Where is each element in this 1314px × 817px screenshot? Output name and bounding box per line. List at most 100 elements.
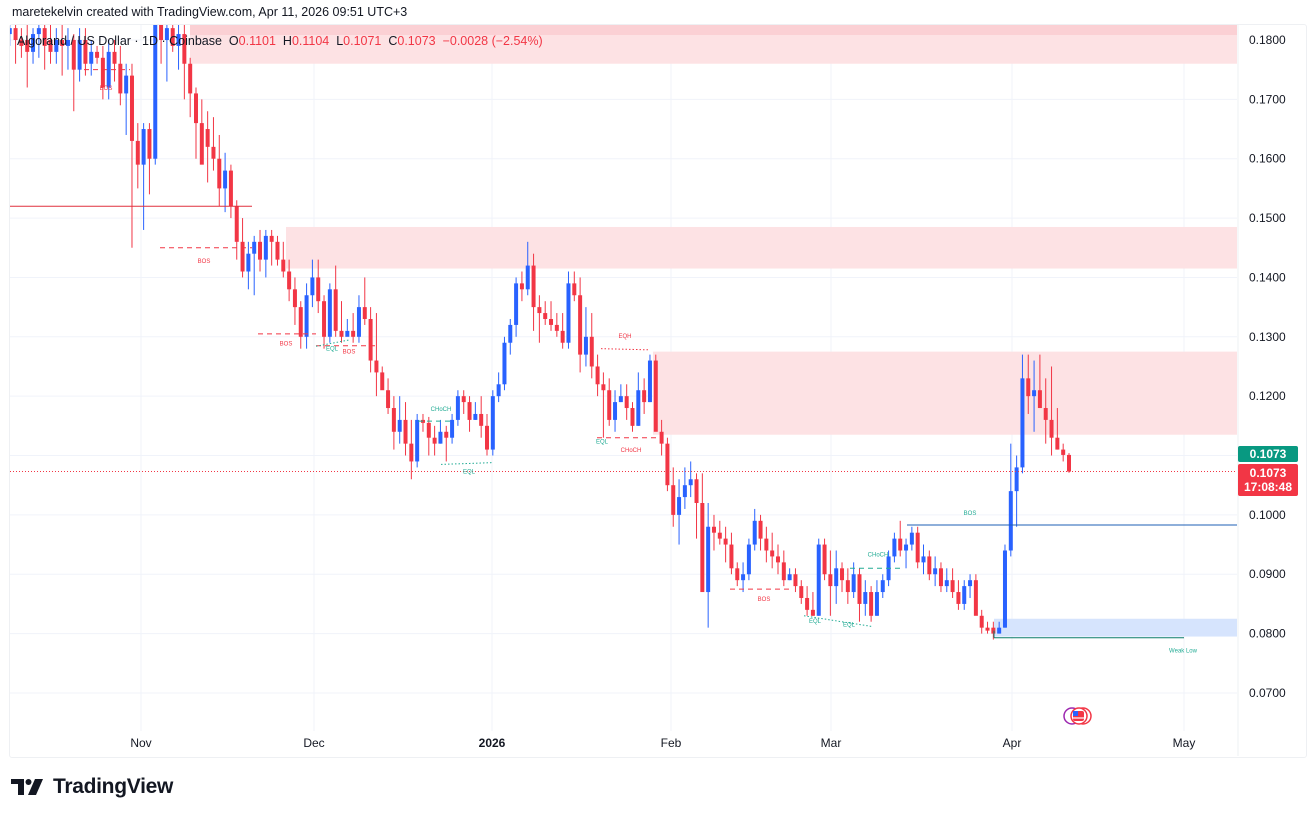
candle bbox=[909, 532, 914, 545]
candle bbox=[549, 318, 554, 325]
candle bbox=[71, 40, 76, 70]
candle bbox=[968, 580, 973, 587]
candle bbox=[985, 627, 990, 631]
candle bbox=[671, 485, 676, 515]
candle bbox=[1008, 491, 1013, 551]
candle bbox=[112, 51, 117, 64]
candle bbox=[339, 330, 344, 337]
candle bbox=[991, 627, 996, 634]
supply-zone bbox=[286, 226, 1237, 269]
candle bbox=[950, 580, 955, 593]
candle bbox=[1061, 449, 1066, 455]
candle bbox=[502, 342, 507, 385]
low-value: 0.1071 bbox=[343, 34, 382, 48]
close-value: 0.1073 bbox=[397, 34, 436, 48]
candle bbox=[100, 57, 105, 88]
supply-zone bbox=[653, 351, 1237, 435]
symbol-legend: Algorand / US Dollar · 1D · Coinbase O 0.… bbox=[17, 34, 543, 48]
price-axis-label: 0.1600 bbox=[1249, 152, 1286, 166]
candle bbox=[65, 40, 70, 46]
candle bbox=[944, 580, 949, 587]
time-axis-label: Nov bbox=[130, 736, 151, 750]
chart-credit: maretekelvin created with TradingView.co… bbox=[12, 5, 408, 19]
open-label: O bbox=[228, 34, 239, 48]
candle bbox=[2, 22, 6, 34]
candle bbox=[1014, 467, 1019, 492]
candle bbox=[1055, 437, 1060, 450]
candle bbox=[514, 283, 519, 325]
candle bbox=[933, 568, 938, 575]
candle bbox=[362, 307, 367, 319]
candle bbox=[764, 538, 769, 551]
smc-label: EQL bbox=[463, 469, 476, 475]
candle bbox=[1026, 378, 1031, 397]
candle bbox=[892, 538, 897, 557]
time-axis-label: 2026 bbox=[479, 736, 506, 750]
candle bbox=[601, 384, 606, 391]
candle bbox=[345, 330, 350, 337]
time-axis-label: Dec bbox=[303, 736, 324, 750]
candle bbox=[485, 425, 489, 450]
candle bbox=[1002, 550, 1007, 628]
candle bbox=[1037, 390, 1042, 409]
candle bbox=[869, 592, 874, 616]
candle bbox=[432, 437, 437, 444]
candle bbox=[624, 396, 629, 409]
economic-events-icon[interactable] bbox=[1063, 707, 1092, 725]
candle bbox=[781, 562, 786, 581]
candle bbox=[176, 34, 181, 46]
change-value: −0.0028 (−2.54%) bbox=[442, 34, 543, 48]
tradingview-logo[interactable]: TradingView bbox=[11, 775, 173, 799]
smc-label: EQL bbox=[809, 619, 822, 625]
candle bbox=[496, 384, 501, 397]
candle bbox=[997, 627, 1002, 634]
candle bbox=[397, 419, 402, 432]
candle bbox=[252, 241, 257, 254]
candle bbox=[636, 390, 641, 426]
smc-label: BOS bbox=[280, 342, 293, 348]
candle bbox=[560, 330, 565, 343]
candle bbox=[770, 550, 775, 557]
candle bbox=[170, 28, 175, 46]
candle bbox=[292, 289, 297, 308]
candle bbox=[799, 586, 804, 598]
candle bbox=[793, 574, 798, 587]
candle bbox=[298, 307, 303, 337]
price-axis-label: 0.0700 bbox=[1249, 686, 1286, 700]
price-axis-label: 0.1200 bbox=[1249, 389, 1286, 403]
smc-label: BOS bbox=[100, 86, 113, 92]
candle bbox=[665, 443, 670, 486]
candle bbox=[223, 170, 228, 189]
candle bbox=[682, 485, 687, 498]
candle bbox=[717, 532, 722, 539]
candle bbox=[60, 40, 65, 46]
candle bbox=[904, 544, 909, 551]
candle bbox=[461, 396, 466, 403]
candle bbox=[956, 592, 961, 604]
candle bbox=[327, 289, 332, 337]
candle bbox=[287, 271, 292, 290]
candle bbox=[880, 580, 885, 593]
candle bbox=[741, 574, 746, 581]
supply-zone bbox=[190, 31, 1237, 64]
candle bbox=[543, 313, 548, 319]
candle bbox=[1067, 454, 1071, 472]
candle bbox=[246, 253, 251, 272]
time-axis-label: Feb bbox=[661, 736, 682, 750]
price-axis-label: 0.0800 bbox=[1249, 627, 1286, 641]
candle bbox=[566, 283, 571, 343]
candle bbox=[374, 360, 379, 373]
candle bbox=[828, 574, 833, 587]
candle bbox=[124, 75, 129, 94]
candle bbox=[810, 609, 815, 616]
price-axis-label: 0.1400 bbox=[1249, 270, 1286, 284]
candle bbox=[973, 580, 978, 616]
low-label: L bbox=[336, 34, 344, 48]
symbol-title[interactable]: Algorand / US Dollar · 1D · Coinbase bbox=[17, 34, 222, 48]
candle bbox=[205, 129, 210, 147]
smc-label: CHoCH bbox=[868, 552, 889, 558]
candle bbox=[322, 301, 327, 337]
candle bbox=[153, 25, 158, 159]
candle bbox=[572, 283, 577, 296]
